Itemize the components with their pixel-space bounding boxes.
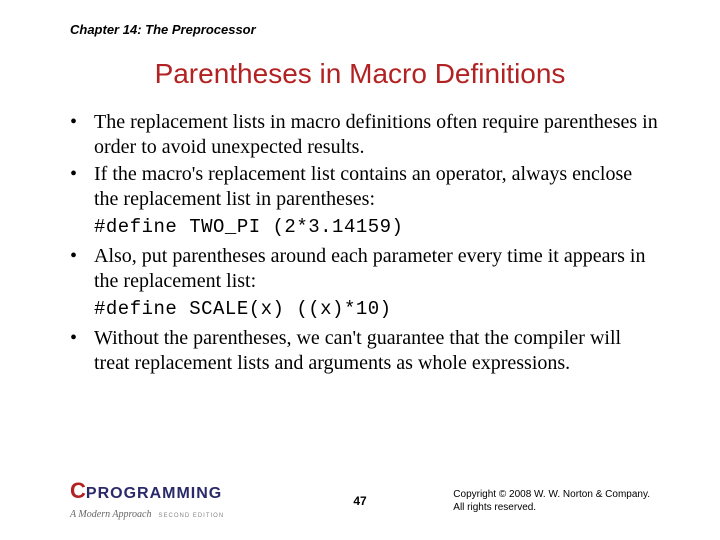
bullet-marker: •: [70, 162, 94, 212]
bullet-marker: •: [70, 244, 94, 294]
slide-content: • The replacement lists in macro definit…: [70, 110, 660, 378]
copyright-block: Copyright © 2008 W. W. Norton & Company.…: [453, 488, 650, 514]
copyright-line: Copyright © 2008 W. W. Norton & Company.: [453, 488, 650, 501]
slide-footer: C PROGRAMMING A Modern Approach SECOND E…: [0, 474, 720, 522]
code-define-scale: #define SCALE(x) ((x)*10): [94, 298, 660, 320]
bullet-item: • If the macro's replacement list contai…: [70, 162, 660, 212]
logo-edition: SECOND EDITION: [158, 513, 224, 519]
chapter-header: Chapter 14: The Preprocessor: [70, 22, 256, 37]
bullet-text: If the macro's replacement list contains…: [94, 162, 660, 212]
bullet-item: • The replacement lists in macro definit…: [70, 110, 660, 160]
logo-subtitle: A Modern Approach: [70, 509, 151, 520]
code-define-twopi: #define TWO_PI (2*3.14159): [94, 216, 660, 238]
bullet-marker: •: [70, 326, 94, 376]
slide-title: Parentheses in Macro Definitions: [0, 58, 720, 90]
bullet-text: Also, put parentheses around each parame…: [94, 244, 660, 294]
bullet-text: The replacement lists in macro definitio…: [94, 110, 660, 160]
copyright-line: All rights reserved.: [453, 501, 650, 514]
bullet-item: • Also, put parentheses around each para…: [70, 244, 660, 294]
bullet-item: • Without the parentheses, we can't guar…: [70, 326, 660, 376]
bullet-marker: •: [70, 110, 94, 160]
bullet-text: Without the parentheses, we can't guaran…: [94, 326, 660, 376]
